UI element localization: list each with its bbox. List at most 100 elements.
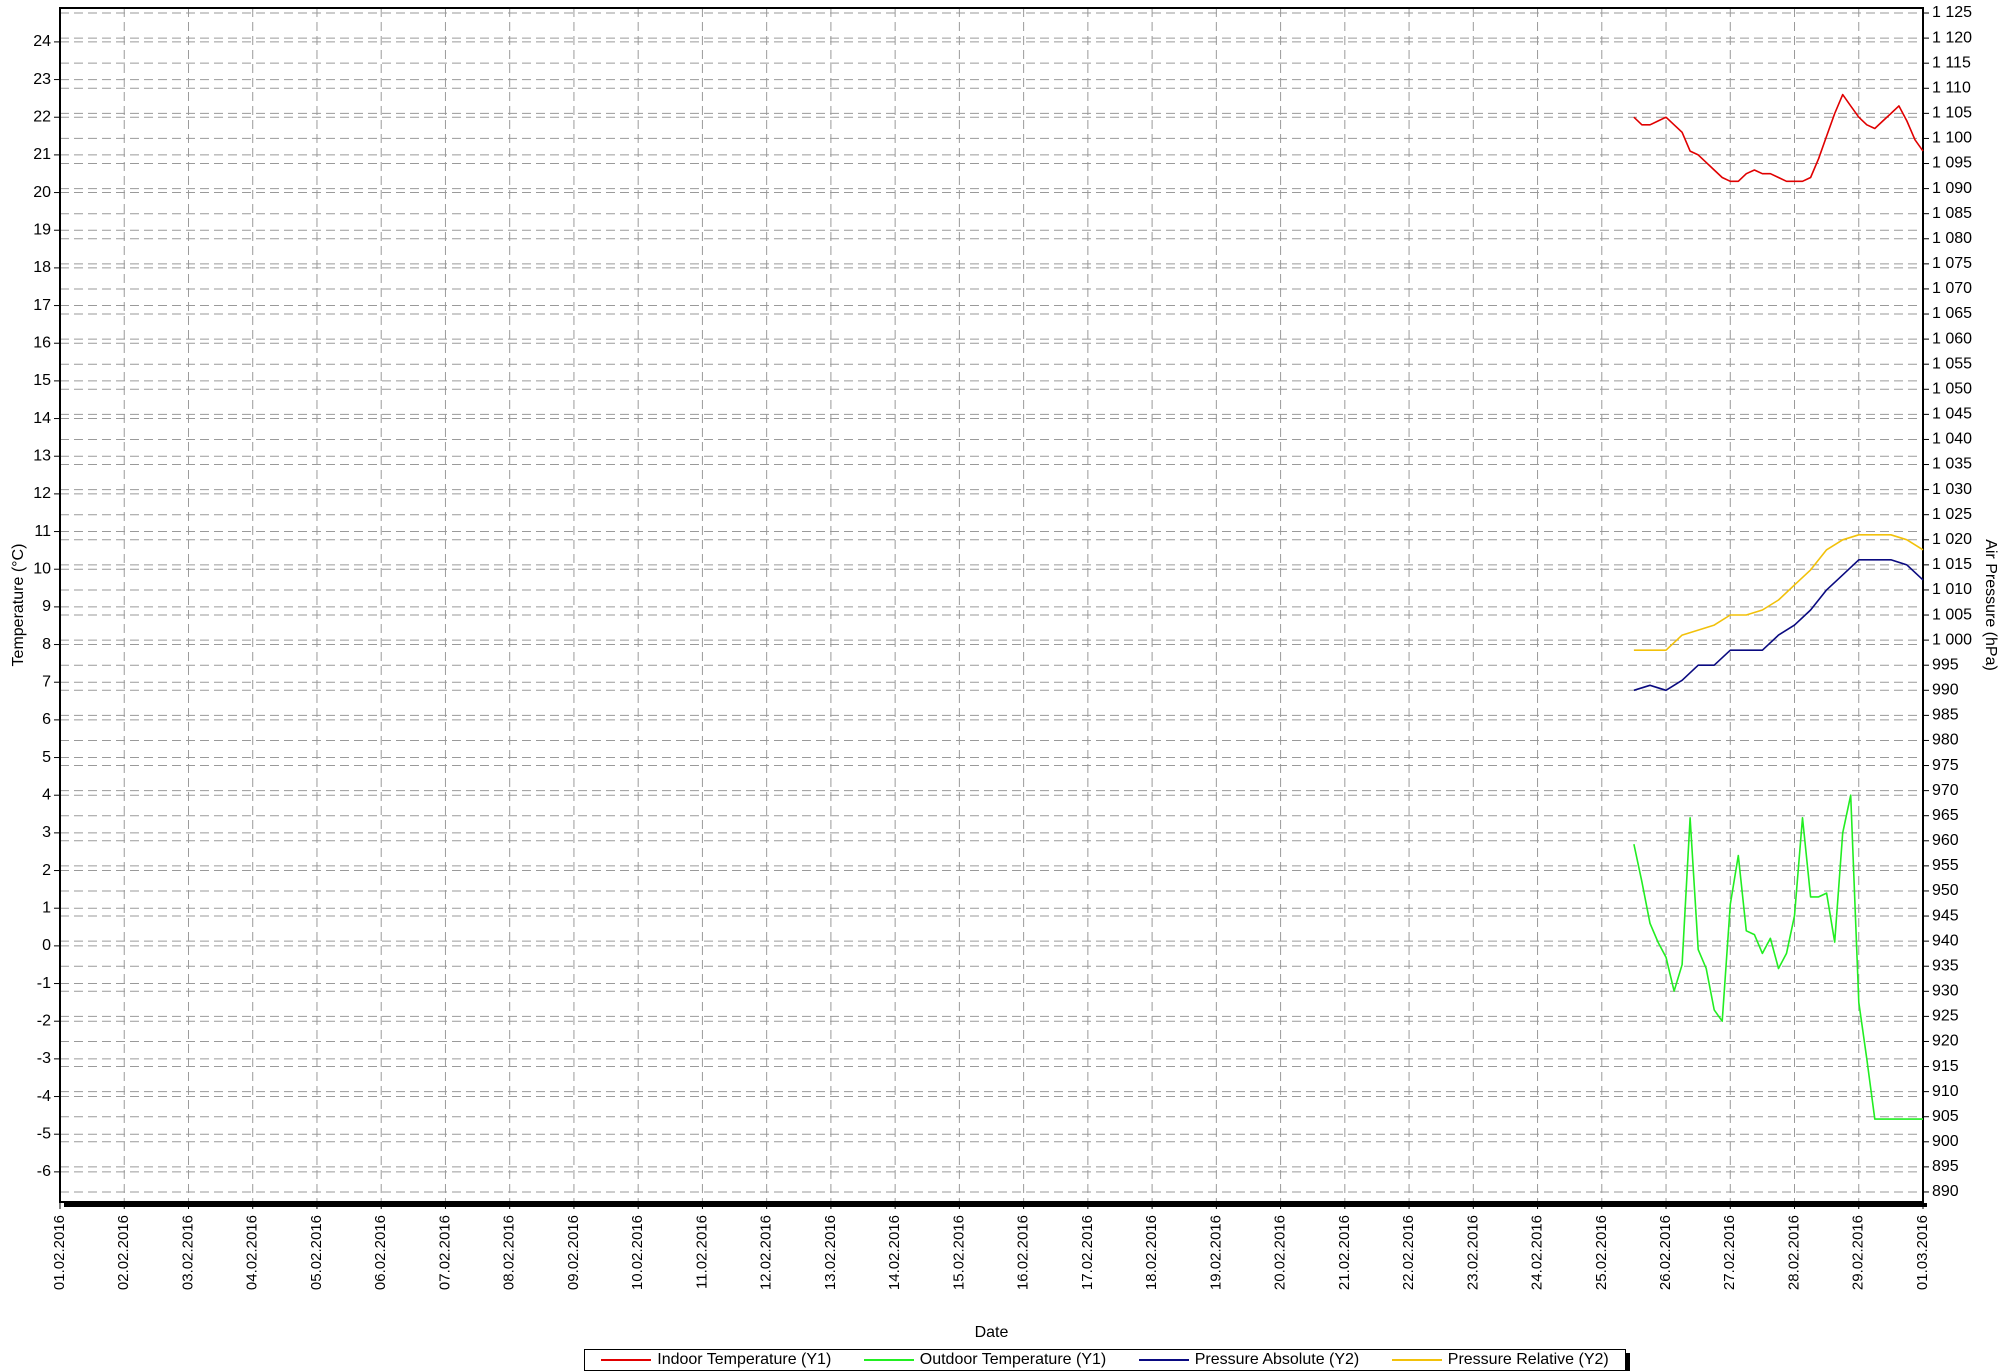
x-tick-label: 06.02.2016 <box>372 1215 389 1290</box>
y2-tick-label: 1 115 <box>1932 54 1971 71</box>
y1-tick-label: 12 <box>33 485 51 502</box>
x-tick-label: 07.02.2016 <box>436 1215 453 1290</box>
legend-label: Indoor Temperature (Y1) <box>657 1351 832 1368</box>
y2-tick-label: 1 095 <box>1932 155 1972 172</box>
y1-tick-label: 1 <box>42 899 51 916</box>
x-tick-label: 29.02.2016 <box>1850 1215 1867 1290</box>
y1-tick-label: 4 <box>42 786 51 803</box>
x-tick-label: 13.02.2016 <box>822 1215 839 1290</box>
y1-tick-label: 6 <box>42 711 51 728</box>
y1-tick-label: -5 <box>37 1125 51 1142</box>
y2-tick-label: 985 <box>1932 707 1959 724</box>
x-tick-label: 20.02.2016 <box>1272 1215 1289 1290</box>
x-tick-label: 14.02.2016 <box>886 1215 903 1290</box>
y2-tick-label: 1 015 <box>1932 556 1972 573</box>
y2-tick-label: 995 <box>1932 656 1959 673</box>
y2-tick-label: 1 060 <box>1932 330 1972 347</box>
plot-area <box>60 8 1923 1202</box>
x-tick-label: 17.02.2016 <box>1079 1215 1096 1290</box>
y2-tick-label: 1 090 <box>1932 180 1972 197</box>
y1-tick-label: 21 <box>33 146 51 163</box>
y2-tick-label: 980 <box>1932 732 1959 749</box>
y2-tick-label: 905 <box>1932 1108 1959 1125</box>
y1-tick-label: 7 <box>42 673 51 690</box>
y1-tick-label: 20 <box>33 184 51 201</box>
x-tick-label: 16.02.2016 <box>1015 1215 1032 1290</box>
legend-swatch-outdoor-temperature <box>863 1359 914 1361</box>
y1-tick-label: 16 <box>33 334 51 351</box>
y2-tick-label: 1 020 <box>1932 531 1972 548</box>
y1-tick-label: 11 <box>34 523 51 540</box>
y1-tick-label: 9 <box>42 598 51 615</box>
y2-tick-label: 1 075 <box>1932 255 1972 272</box>
legend-swatch-indoor-temperature <box>601 1359 652 1361</box>
y1-tick-label: 19 <box>33 221 51 238</box>
y2-tick-label: 1 120 <box>1932 29 1972 46</box>
x-tick-label: 04.02.2016 <box>244 1215 261 1290</box>
y2-tick-label: 1 055 <box>1932 355 1972 372</box>
x-tick-label: 23.02.2016 <box>1464 1215 1481 1290</box>
y2-tick-label: 965 <box>1932 807 1959 824</box>
x-tick-label: 05.02.2016 <box>308 1215 325 1290</box>
series-line-outdoor-temperature <box>1633 794 1923 1120</box>
y1-tick-label: 14 <box>33 410 51 427</box>
x-tick-label: 02.02.2016 <box>115 1215 132 1290</box>
y2-tick-label: 940 <box>1932 932 1959 949</box>
y2-tick-label: 1 125 <box>1932 4 1972 21</box>
x-tick-label: 21.02.2016 <box>1336 1215 1353 1290</box>
y2-tick-label: 960 <box>1932 832 1959 849</box>
x-tick-label: 03.02.2016 <box>179 1215 196 1290</box>
y2-tick-label: 1 010 <box>1932 581 1972 598</box>
legend-label: Pressure Relative (Y2) <box>1447 1351 1609 1368</box>
y2-tick-label: 1 025 <box>1932 506 1972 523</box>
y2-tick-label: 1 000 <box>1932 631 1972 648</box>
y2-tick-label: 950 <box>1932 882 1959 899</box>
y1-tick-label: 8 <box>42 636 51 653</box>
x-tick-label: 26.02.2016 <box>1657 1215 1674 1290</box>
x-tick-label: 01.02.2016 <box>51 1215 68 1290</box>
x-tick-label: 19.02.2016 <box>1207 1215 1224 1290</box>
y2-axis-title: Air Pressure (hPa) <box>1982 539 1999 671</box>
series-line-pressure-relative <box>1633 533 1924 652</box>
legend-label: Outdoor Temperature (Y1) <box>919 1351 1107 1368</box>
legend-item: Pressure Absolute (Y2) <box>1138 1351 1360 1369</box>
y1-tick-label: -1 <box>37 975 51 992</box>
y2-tick-label: 1 070 <box>1932 280 1972 297</box>
x-tick-label: 15.02.2016 <box>950 1215 967 1290</box>
plot-frame <box>59 7 1924 1203</box>
y2-tick-label: 1 080 <box>1932 230 1972 247</box>
y1-tick-label: 22 <box>33 108 51 125</box>
y2-tick-label: 900 <box>1932 1133 1959 1150</box>
x-tick-label: 28.02.2016 <box>1785 1215 1802 1290</box>
y2-tick-label: 890 <box>1932 1183 1959 1200</box>
y1-axis-title: Temperature (°C) <box>10 544 27 667</box>
legend-swatch-pressure-relative <box>1391 1359 1442 1361</box>
y1-tick-label: 23 <box>33 71 51 88</box>
y1-tick-label: 18 <box>33 259 51 276</box>
y1-tick-label: -3 <box>37 1050 51 1067</box>
y1-tick-label: -4 <box>37 1088 51 1105</box>
y2-tick-label: 1 105 <box>1932 105 1972 122</box>
x-tick-label: 27.02.2016 <box>1721 1215 1738 1290</box>
y1-tick-label: 5 <box>42 749 51 766</box>
x-tick-label: 12.02.2016 <box>758 1215 775 1290</box>
y2-tick-label: 1 035 <box>1932 456 1972 473</box>
legend-item: Indoor Temperature (Y1) <box>601 1351 831 1369</box>
y2-tick-label: 915 <box>1932 1058 1959 1075</box>
gridlines <box>59 8 1924 1202</box>
y2-tick-label: 990 <box>1932 682 1959 699</box>
y2-tick-label: 925 <box>1932 1008 1959 1025</box>
y2-tick-label: 1 050 <box>1932 380 1972 397</box>
y2-tick-label: 1 005 <box>1932 606 1972 623</box>
legend-label: Pressure Absolute (Y2) <box>1194 1351 1360 1368</box>
y1-tick-label: 24 <box>33 33 51 50</box>
y1-tick-label: 2 <box>42 862 51 879</box>
y1-tick-label: -6 <box>37 1163 51 1180</box>
y2-tick-label: 955 <box>1932 857 1959 874</box>
y1-tick-label: 17 <box>33 297 51 314</box>
x-tick-label: 08.02.2016 <box>501 1215 518 1290</box>
y2-tick-label: 910 <box>1932 1083 1959 1100</box>
y2-tick-label: 920 <box>1932 1033 1959 1050</box>
x-tick-label: 18.02.2016 <box>1143 1215 1160 1290</box>
